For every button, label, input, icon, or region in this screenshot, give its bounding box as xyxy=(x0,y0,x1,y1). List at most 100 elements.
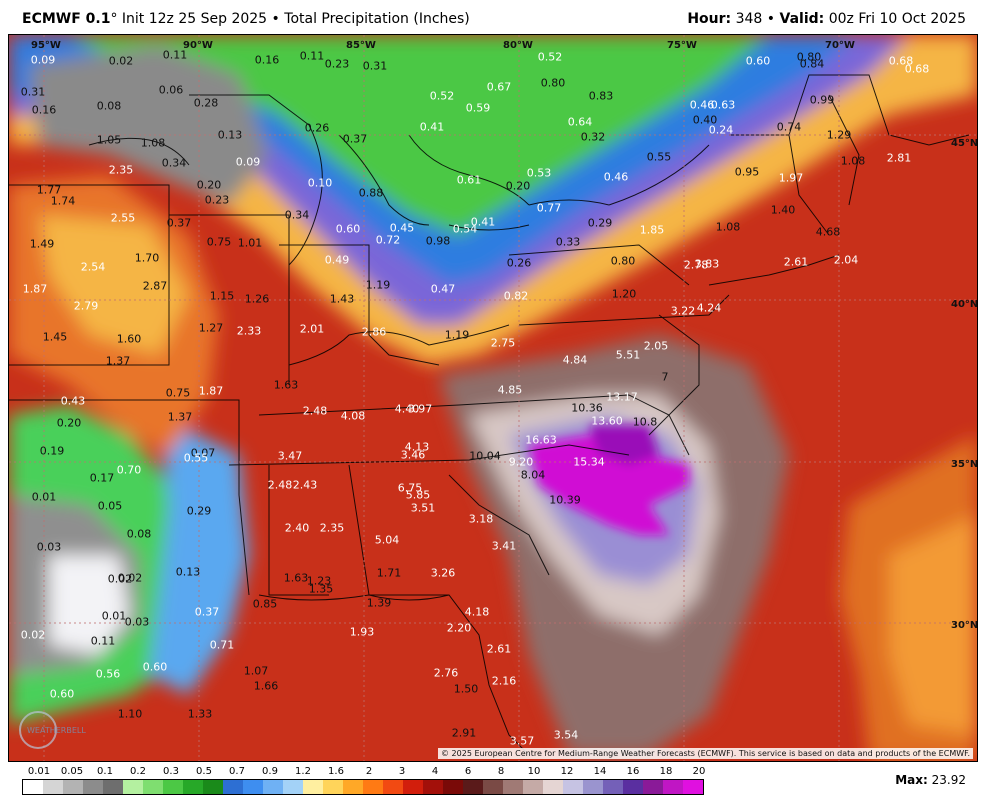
precip-value-label: 0.88 xyxy=(358,186,384,200)
precip-value-label: 0.20 xyxy=(56,416,82,430)
precip-value-label: 0.41 xyxy=(419,120,445,134)
precip-value-label: 1.45 xyxy=(42,330,68,344)
precip-value-label: 0.55 xyxy=(183,451,209,465)
precip-value-label: 0.80 xyxy=(610,254,636,268)
precip-value-label: 3.46 xyxy=(400,448,426,462)
hour-label: Hour: xyxy=(687,11,732,27)
precip-value-label: 0.07 xyxy=(190,446,216,460)
precip-value-label: 0.41 xyxy=(470,215,496,229)
legend-swatch xyxy=(363,780,383,794)
legend-swatch xyxy=(443,780,463,794)
precip-value-label: 0.46 xyxy=(689,98,715,112)
precip-value-label: 1.50 xyxy=(453,682,479,696)
precip-value-label: 2.91 xyxy=(451,726,477,740)
precip-value-label: 1.37 xyxy=(105,354,131,368)
legend-tick-label: 2 xyxy=(365,766,373,777)
precip-value-label: 0.33 xyxy=(555,235,581,249)
precip-value-label: 2.33 xyxy=(236,324,262,338)
legend-tick-label: 0.7 xyxy=(229,766,245,777)
graticule xyxy=(9,35,977,761)
precip-value-label: 0.80 xyxy=(796,50,822,64)
legend-tick-label: 0.1 xyxy=(97,766,113,777)
model-name: ECMWF 0.1 xyxy=(22,11,111,27)
valid-label: Valid: xyxy=(779,11,825,27)
precip-value-label: 3.54 xyxy=(553,728,579,742)
legend-swatch xyxy=(243,780,263,794)
precip-value-label: 0.16 xyxy=(31,103,57,117)
precip-value-label: 3.47 xyxy=(277,449,303,463)
legend-tick-label: 14 xyxy=(593,766,607,777)
precip-value-label: 5.04 xyxy=(374,533,400,547)
precip-value-label: 2.43 xyxy=(292,478,318,492)
legend-swatch xyxy=(503,780,523,794)
precip-value-label: 3.22 xyxy=(670,304,696,318)
longitude-label: 80°W xyxy=(503,40,533,51)
precip-value-label: 0.46 xyxy=(603,170,629,184)
precip-value-label: 0.34 xyxy=(161,156,187,170)
precip-value-label: 0.09 xyxy=(235,155,261,169)
valid-value: 00z Fri 10 Oct 2025 xyxy=(828,11,966,27)
precip-value-label: 0.71 xyxy=(209,638,235,652)
precip-value-label: 2.54 xyxy=(80,260,106,274)
precip-value-label: 10.36 xyxy=(571,401,603,415)
precip-value-label: 15.34 xyxy=(573,455,605,469)
legend-swatch xyxy=(523,780,543,794)
precip-value-label: 2.01 xyxy=(299,322,325,336)
precip-value-label: 0.83 xyxy=(588,89,614,103)
map-header: ECMWF 0.1° Init 12z 25 Sep 2025 • Total … xyxy=(0,0,984,34)
precip-value-label: 1.85 xyxy=(639,223,665,237)
separator: • xyxy=(766,11,776,27)
precip-value-label: 2.87 xyxy=(142,279,168,293)
max-value: 23.92 xyxy=(931,773,966,787)
precip-value-label: 6.75 xyxy=(397,481,423,495)
precip-value-label: 2.76 xyxy=(433,666,459,680)
map-background xyxy=(9,35,977,761)
legend-tick-label: 0.9 xyxy=(262,766,278,777)
legend-tick-label: 0.5 xyxy=(196,766,212,777)
longitude-label: 90°W xyxy=(183,40,213,51)
legend-tick-label: 18 xyxy=(659,766,673,777)
precip-value-label: 0.82 xyxy=(503,289,529,303)
precip-value-label: 1.19 xyxy=(444,328,470,342)
legend-swatch xyxy=(663,780,683,794)
precip-value-label: 0.77 xyxy=(536,201,562,215)
precip-value-label: 0.19 xyxy=(39,444,65,458)
precip-value-label: 3.18 xyxy=(468,512,494,526)
precip-value-label: 10.04 xyxy=(469,449,501,463)
longitude-label: 85°W xyxy=(346,40,376,51)
legend-swatch xyxy=(23,780,43,794)
precip-value-label: 2.61 xyxy=(783,255,809,269)
precip-value-label: 0.11 xyxy=(90,634,116,648)
precip-value-label: 0.60 xyxy=(335,222,361,236)
legend-tick-label: 0.2 xyxy=(130,766,146,777)
precip-value-label: 2.35 xyxy=(108,163,134,177)
precip-value-label: 0.17 xyxy=(89,471,115,485)
legend-swatch xyxy=(283,780,303,794)
legend-tick-label: 0.05 xyxy=(60,766,84,777)
precip-value-label: 2.16 xyxy=(491,674,517,688)
legend-swatch xyxy=(403,780,423,794)
weatherbell-logo xyxy=(19,711,57,749)
precip-value-label: 0.11 xyxy=(162,48,188,62)
precip-value-label: 0.60 xyxy=(49,687,75,701)
hour-value: 348 xyxy=(735,11,763,27)
legend-swatch xyxy=(463,780,483,794)
precip-value-label: 4.40 xyxy=(394,402,420,416)
copyright-notice: © 2025 European Centre for Medium-Range … xyxy=(438,748,973,759)
precip-value-label: 1.74 xyxy=(50,194,76,208)
precip-value-label: 0.68 xyxy=(904,62,930,76)
precip-value-label: 0.60 xyxy=(142,660,168,674)
precip-value-label: 1.39 xyxy=(366,596,392,610)
precip-value-label: 0.40 xyxy=(692,113,718,127)
precip-value-label: 1.08 xyxy=(715,220,741,234)
precip-value-label: 0.34 xyxy=(284,208,310,222)
precip-value-label: 0.31 xyxy=(20,85,46,99)
precip-value-label: 0.23 xyxy=(324,57,350,71)
legend-swatch xyxy=(43,780,63,794)
legend-swatch xyxy=(123,780,143,794)
precip-value-label: 4.84 xyxy=(562,353,588,367)
precip-value-label: 4.85 xyxy=(497,383,523,397)
legend-swatch xyxy=(83,780,103,794)
precip-value-label: 0.09 xyxy=(30,53,56,67)
max-label: Max: xyxy=(895,773,928,787)
